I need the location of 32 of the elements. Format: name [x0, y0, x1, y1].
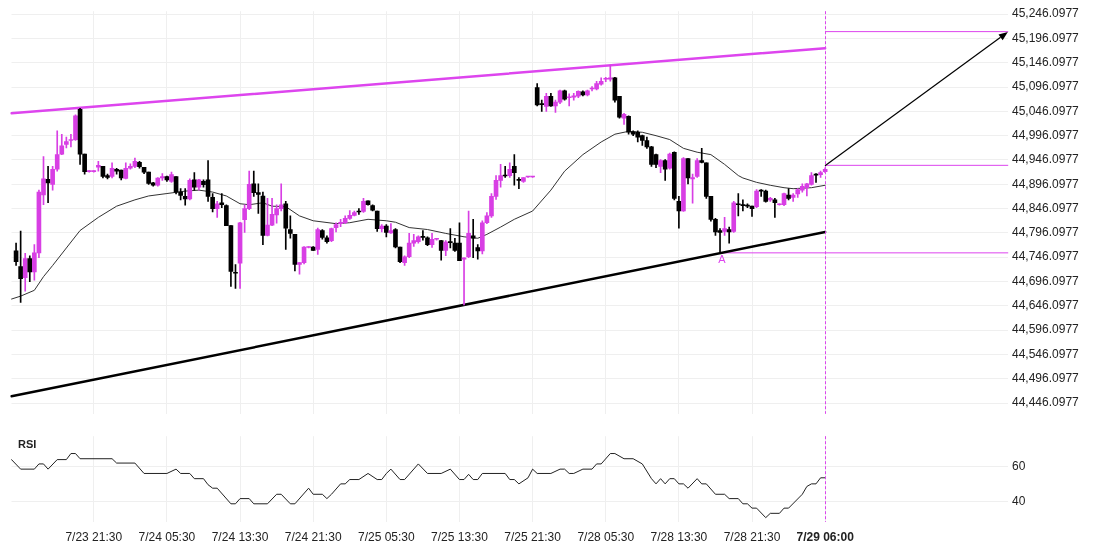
x-tick-label: 7/25 21:30 [504, 529, 562, 544]
y-tick-label: 45,046.0977 [1012, 103, 1080, 118]
y-tick-label: 44,696.0977 [1012, 273, 1080, 288]
chart-title: RSI [18, 438, 37, 451]
x-tick-label: 7/29 06:00 [796, 529, 855, 544]
x-tick-label: 7/24 21:30 [284, 529, 342, 544]
y-tick-label: 44,446.0977 [1012, 395, 1080, 410]
x-tick-label: 7/24 13:30 [211, 529, 269, 544]
y-tick-label: 44,746.0977 [1012, 249, 1080, 264]
x-tick-label: 7/24 05:30 [138, 529, 196, 544]
y-tick-label: 44,896.0977 [1012, 176, 1080, 191]
y-tick-label: 44,946.0977 [1012, 152, 1080, 167]
y-tick-label: 45,146.0977 [1012, 55, 1080, 70]
y-tick-label: 45,096.0977 [1012, 79, 1080, 94]
y-tick-label: 44,596.0977 [1012, 322, 1080, 337]
y-tick-label: 40 [1012, 493, 1026, 508]
x-tick-label: 7/28 05:30 [577, 529, 635, 544]
y-tick-label: 44,796.0977 [1012, 225, 1080, 240]
y-tick-label: 45,246.0977 [1012, 6, 1080, 21]
y-tick-label: 45,196.0977 [1012, 30, 1080, 45]
x-tick-label: 7/25 13:30 [431, 529, 489, 544]
y-tick-label: 44,996.0977 [1012, 127, 1080, 142]
x-tick-label: 7/23 21:30 [65, 529, 123, 544]
x-tick-label: 7/28 13:30 [650, 529, 708, 544]
annotation: A [718, 253, 727, 266]
y-tick-label: 60 [1012, 458, 1026, 473]
y-tick-label: 44,546.0977 [1012, 346, 1080, 361]
y-tick-label: 44,496.0977 [1012, 371, 1080, 386]
x-tick-label: 7/28 21:30 [723, 529, 781, 544]
y-tick-label: 44,646.0977 [1012, 298, 1080, 313]
x-tick-label: 7/25 05:30 [357, 529, 416, 544]
y-tick-label: 44,846.0977 [1012, 200, 1080, 215]
